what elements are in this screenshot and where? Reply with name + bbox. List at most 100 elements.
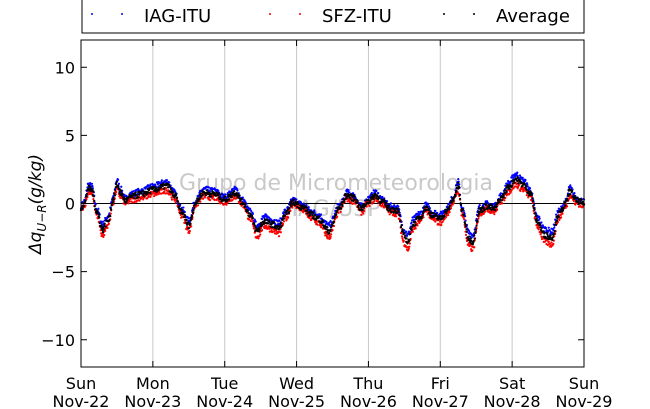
data-point [405,237,408,240]
data-point [285,212,288,216]
data-point [229,192,232,195]
data-point [465,228,468,231]
data-point [146,197,149,200]
data-point [93,199,96,202]
data-point [473,234,476,237]
data-point [506,184,510,187]
data-point [230,195,233,199]
data-point [477,217,480,220]
data-point [499,192,502,195]
data-point [555,219,559,222]
x-tick-label-day: Sun [66,374,96,393]
data-point [527,190,530,193]
data-point [508,188,512,191]
data-point [481,210,485,213]
data-point [335,209,339,212]
data-point [116,178,120,181]
data-point [183,213,186,217]
data-point [330,233,333,236]
data-point [463,214,466,217]
data-point [260,217,264,221]
data-point [285,218,288,221]
data-point [287,208,290,211]
data-point [463,218,466,221]
data-point [93,205,96,208]
data-point [477,212,480,216]
data-point [215,191,218,194]
data-point [103,233,106,237]
y-tick-label: 0 [65,195,75,214]
legend-box [81,0,585,34]
data-point [292,198,296,201]
data-point [131,195,134,198]
data-point [400,235,404,238]
data-point [546,233,549,236]
data-point [319,226,323,229]
data-point [410,221,413,224]
data-point [574,196,577,199]
x-tick-label-date: Nov-22 [53,392,110,409]
data-point [445,212,448,215]
data-point [249,219,252,222]
data-point [496,208,499,212]
data-point [146,192,149,195]
data-point [531,201,534,204]
data-point [457,178,460,181]
data-point [339,210,342,213]
data-point [569,184,572,187]
data-point [272,221,276,224]
data-point [114,189,117,192]
data-point [201,193,204,197]
data-point [238,194,241,197]
data-point [351,195,354,199]
data-point [516,176,519,179]
legend-marker [473,13,475,15]
data-point [280,224,283,227]
data-point [528,194,531,197]
data-point [396,211,399,215]
data-point [414,220,417,223]
data-point [458,193,461,197]
data-point [156,193,159,196]
data-point [282,217,286,220]
data-point [558,218,561,221]
data-point [120,189,123,192]
data-point [159,186,163,189]
data-point [153,194,156,198]
data-point [391,209,394,212]
data-point [290,205,293,208]
data-point [110,208,113,211]
data-point [92,195,95,198]
data-point [540,226,543,229]
data-point [205,189,208,192]
data-point [471,249,474,252]
data-point [170,198,174,201]
data-point [393,207,396,211]
data-point [316,223,319,226]
data-point [533,208,536,211]
data-point [251,220,254,223]
data-point [233,190,236,193]
data-point [387,206,390,209]
data-point [368,201,372,204]
data-point [217,189,220,192]
data-point [141,196,144,199]
data-point [296,200,299,204]
data-point [566,199,569,202]
data-point [475,224,478,227]
data-point [176,200,180,203]
data-point [458,185,461,189]
data-point [188,229,191,233]
data-point [455,189,458,192]
data-point [125,201,128,204]
data-point [329,235,332,238]
data-point [434,220,437,223]
data-point [397,210,400,213]
data-point [311,213,314,217]
data-point [521,176,524,179]
data-point [85,195,88,198]
data-point [450,201,453,204]
data-point [135,194,138,197]
data-point [282,211,285,214]
data-point [308,217,311,220]
